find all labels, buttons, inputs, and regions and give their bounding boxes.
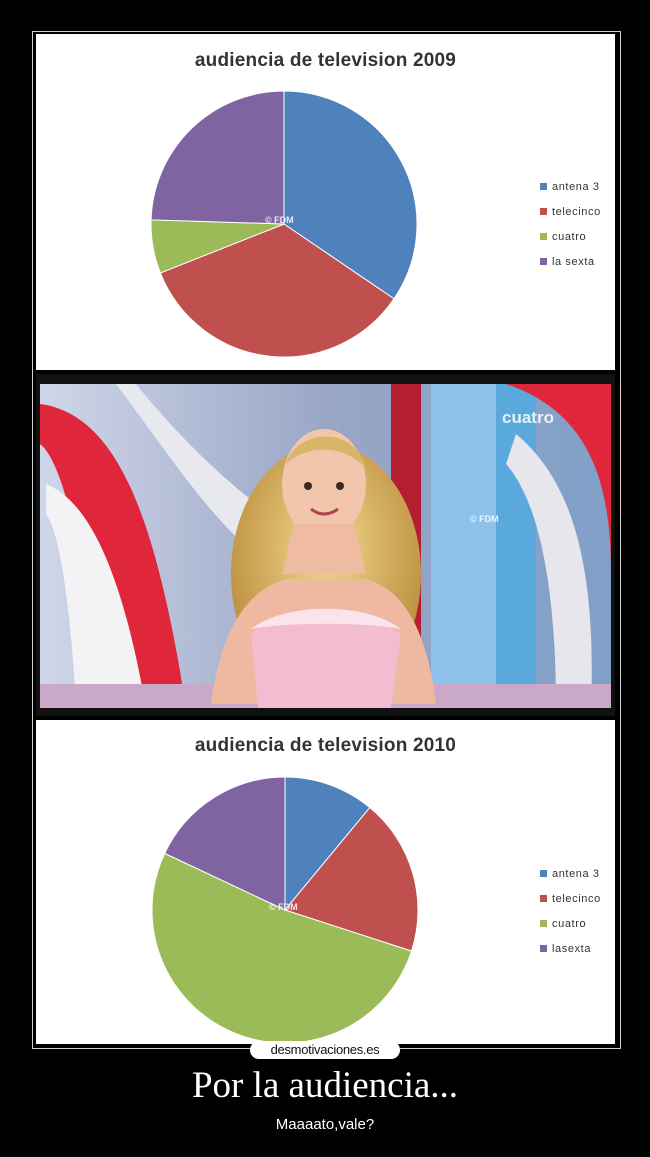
tv-presenter-photo: cuatro © FDM	[36, 374, 615, 716]
photo-watermark: © FDM	[470, 514, 499, 524]
pie-slice-lasexta	[163, 776, 286, 911]
photo-illustration	[40, 384, 611, 708]
legend-entry-telecinco: telecinco	[540, 199, 601, 224]
chart-2010-legend: antena 3 telecinco cuatro lasexta	[540, 861, 601, 961]
legend-swatch	[540, 233, 547, 240]
legend-swatch	[540, 870, 547, 877]
legend-entry-cuatro: cuatro	[540, 911, 601, 936]
legend-label: la sexta	[552, 255, 595, 268]
pie-slice-antena-3	[284, 776, 371, 912]
legend-swatch	[540, 920, 547, 927]
chart-2009-title: audiencia de television 2009	[194, 50, 457, 71]
legend-entry-telecinco: telecinco	[540, 886, 601, 911]
legend-swatch	[540, 895, 547, 902]
pie-slice-telecinco	[284, 806, 419, 952]
chart-2009-panel: audiencia de television 2009 © FDM anten…	[36, 34, 615, 370]
legend-swatch	[540, 258, 547, 265]
pie-chart-2010	[151, 776, 419, 1044]
legend-label: cuatro	[552, 917, 587, 930]
poster-title: Por la audiencia...	[191, 1065, 459, 1106]
legend-label: telecinco	[552, 205, 601, 218]
pie-slice-cuatro	[151, 852, 413, 1044]
legend-entry-lasexta: lasexta	[540, 936, 601, 961]
chart-2009-watermark: © FDM	[265, 215, 294, 225]
pie-slice-antena-3	[283, 90, 418, 300]
legend-swatch	[540, 183, 547, 190]
legend-swatch	[540, 945, 547, 952]
legend-entry-cuatro: cuatro	[540, 224, 601, 249]
legend-label: telecinco	[552, 892, 601, 905]
channel-logo: cuatro	[502, 408, 554, 427]
poster-subtitle: Maaaato,vale?	[275, 1116, 375, 1133]
chart-2010-title: audiencia de television 2010	[194, 735, 457, 756]
legend-label: lasexta	[552, 942, 592, 955]
site-badge[interactable]: desmotivaciones.es	[250, 1041, 400, 1059]
legend-entry-la-sexta: la sexta	[540, 249, 601, 274]
legend-label: antena 3	[552, 867, 600, 880]
chart-2010-watermark: © FDM	[269, 902, 298, 912]
chart-2009-legend: antena 3 telecinco cuatro la sexta	[540, 174, 601, 274]
legend-label: cuatro	[552, 230, 587, 243]
pie-slice-telecinco	[159, 223, 395, 358]
legend-label: antena 3	[552, 180, 600, 193]
legend-entry-antena-3: antena 3	[540, 174, 601, 199]
legend-entry-antena-3: antena 3	[540, 861, 601, 886]
pie-chart-2009	[150, 90, 418, 358]
chart-2010-panel: audiencia de television 2010 © FDM anten…	[36, 720, 615, 1044]
pie-slice-la-sexta	[150, 90, 285, 225]
legend-swatch	[540, 208, 547, 215]
